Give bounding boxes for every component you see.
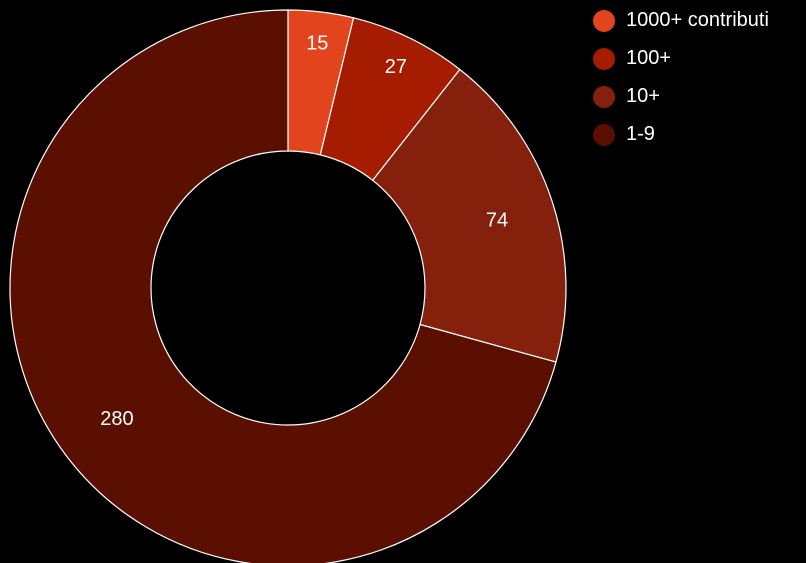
legend-swatch-1-9 [593, 123, 615, 146]
slice-labels-group: 15 27 74 280 [100, 33, 508, 430]
legend-item-10-plus[interactable]: 10+ [593, 84, 806, 109]
legend-label-1000-plus: 1000+ contributi [626, 9, 769, 31]
legend-label-100-plus: 100+ [626, 47, 672, 69]
slice-label-100-plus: 27 [385, 56, 407, 78]
legend-swatch-10-plus [593, 85, 615, 108]
legend-label-10-plus: 10+ [626, 85, 660, 107]
legend-item-1-9[interactable]: 1-9 [593, 122, 806, 147]
slice-label-1000-plus: 15 [306, 33, 328, 55]
slices-group [9, 9, 567, 563]
legend-swatch-1000-plus [593, 9, 615, 32]
legend-label-1-9: 1-9 [626, 123, 655, 145]
legend-item-100-plus[interactable]: 100+ [593, 46, 806, 71]
slice-1-9[interactable] [9, 9, 557, 563]
slice-10-plus[interactable] [371, 68, 567, 363]
slice-label-1-9: 280 [100, 408, 133, 430]
legend-swatch-100-plus [593, 47, 615, 70]
legend: 1000+ contributi 100+ 10+ 1-9 [593, 8, 806, 160]
slice-label-10-plus: 74 [486, 209, 508, 231]
legend-item-1000-plus[interactable]: 1000+ contributi [593, 8, 806, 33]
